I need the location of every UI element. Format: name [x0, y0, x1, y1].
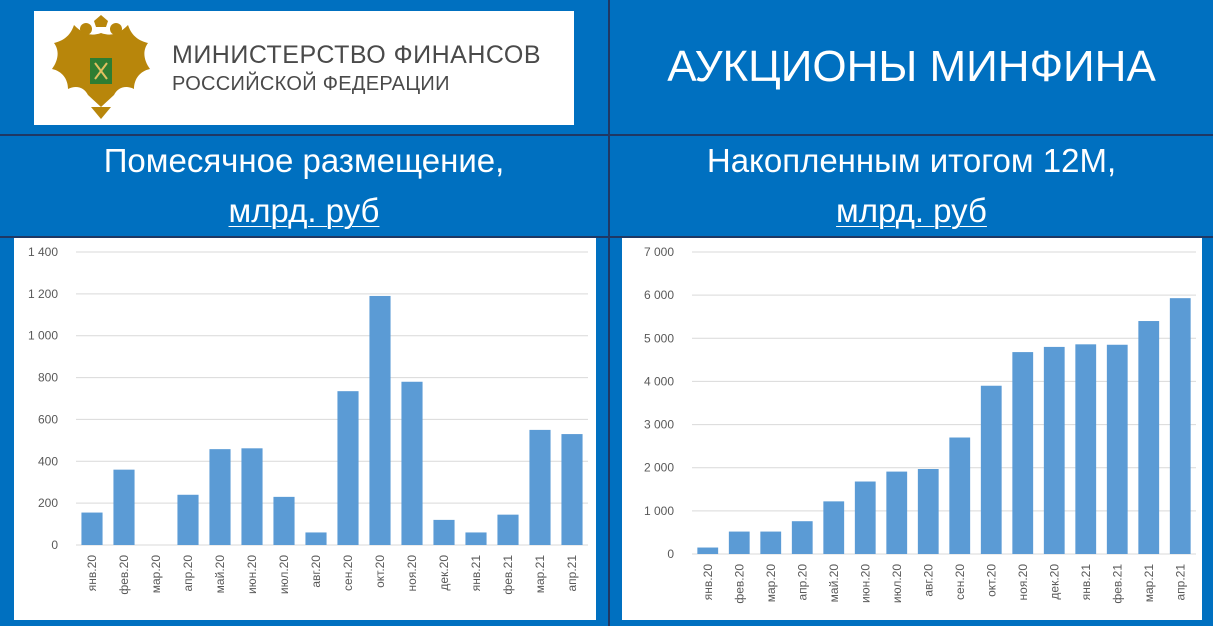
- monthly-placement-svg: 0 200 400 600 800 1 000 1 200 1 400 янв.20 фев.20…: [28, 245, 588, 595]
- monthly-placement-chart: 0 200 400 600 800 1 000 1 200 1 400 янв.20 фев.20…: [14, 238, 596, 620]
- bar: [823, 501, 845, 554]
- x-tick-label: апр.20: [795, 564, 809, 601]
- right-chart-heading: Накопленным итогом 12М, млрд. руб: [610, 136, 1213, 236]
- x-tick-label: апр.21: [1173, 564, 1187, 601]
- left-heading-text: Помесячное размещение,: [103, 142, 505, 179]
- bar: [561, 434, 583, 545]
- left-chart-heading: Помесячное размещение, млрд. руб: [0, 136, 608, 236]
- bar: [791, 521, 813, 554]
- bar: [760, 531, 782, 554]
- horizontal-divider-top: [0, 134, 1213, 136]
- page-title: АУКЦИОНЫ МИНФИНА: [667, 42, 1156, 91]
- bar: [337, 391, 359, 545]
- bar: [305, 532, 327, 545]
- logo-text-line2: РОССИЙСКОЙ ФЕДЕРАЦИИ: [172, 73, 450, 95]
- y-tick-label: 4 000: [644, 374, 674, 388]
- x-tick-label: фев.20: [732, 564, 746, 604]
- y-tick-label: 5 000: [644, 331, 674, 345]
- x-tick-label: мар.20: [149, 555, 163, 594]
- x-tick-label: янв.21: [1079, 564, 1093, 601]
- bar: [917, 469, 939, 554]
- y-tick-label: 1 200: [28, 287, 58, 301]
- x-tick-label: ноя.20: [405, 555, 419, 592]
- x-tick-label: апр.21: [565, 555, 579, 592]
- bar: [980, 385, 1002, 554]
- x-tick-label: фев.20: [117, 555, 131, 595]
- y-tick-label: 200: [38, 496, 58, 510]
- vertical-divider: [608, 0, 610, 626]
- y-tick-label: 3 000: [644, 418, 674, 432]
- bar: [1169, 298, 1191, 554]
- horizontal-divider-bottom: [0, 236, 1213, 238]
- bar: [401, 381, 423, 545]
- y-tick-label: 600: [38, 412, 58, 426]
- x-tick-label: май.20: [827, 564, 841, 603]
- cumulative-12m-chart: 0 1 000 2 000 3 000 4 000 5 000 6 000 7 000 янв.…: [622, 238, 1202, 620]
- bar: [1012, 352, 1034, 554]
- bar: [241, 448, 263, 545]
- x-tick-label: июл.20: [890, 564, 904, 603]
- x-tick-label: дек.20: [1047, 564, 1061, 600]
- x-tick-label: фев.21: [1110, 564, 1124, 604]
- ministry-logo: МИНИСТЕРСТВО ФИНАНСОВ РОССИЙСКОЙ ФЕДЕРАЦ…: [34, 11, 574, 125]
- x-tick-label: мар.20: [764, 564, 778, 603]
- x-tick-label: июн.20: [245, 555, 259, 594]
- x-tick-label: сен.20: [953, 564, 967, 600]
- bar: [728, 531, 750, 554]
- x-tick-label: июн.20: [858, 564, 872, 603]
- y-tick-label: 1 400: [28, 245, 58, 259]
- y-tick-label: 7 000: [644, 245, 674, 259]
- bar: [1106, 344, 1128, 554]
- x-tick-label: мар.21: [1142, 564, 1156, 603]
- x-tick-label: окт.20: [373, 555, 387, 588]
- x-tick-label: янв.20: [701, 564, 715, 601]
- y-tick-label: 0: [667, 547, 674, 561]
- bar: [529, 429, 551, 545]
- x-tick-label: янв.20: [85, 555, 99, 592]
- x-tick-label: июл.20: [277, 555, 291, 594]
- y-tick-label: 800: [38, 371, 58, 385]
- y-tick-label: 2 000: [644, 461, 674, 475]
- bar: [433, 519, 455, 545]
- bar: [81, 512, 103, 545]
- bar: [1075, 344, 1097, 554]
- bar: [497, 514, 519, 545]
- bar: [369, 295, 391, 545]
- logo-text-line1: МИНИСТЕРСТВО ФИНАНСОВ: [172, 41, 541, 69]
- bar: [697, 547, 719, 554]
- x-tick-label: апр.20: [181, 555, 195, 592]
- bar: [177, 494, 199, 545]
- y-tick-label: 1 000: [644, 504, 674, 518]
- bar: [465, 532, 487, 545]
- bar: [209, 449, 231, 545]
- y-tick-label: 1 000: [28, 329, 58, 343]
- x-tick-label: авг.20: [309, 555, 323, 588]
- x-tick-label: май.20: [213, 555, 227, 594]
- cumulative-12m-svg: 0 1 000 2 000 3 000 4 000 5 000 6 000 7 000 янв.…: [644, 245, 1196, 604]
- bar: [1138, 321, 1160, 554]
- y-tick-label: 6 000: [644, 288, 674, 302]
- right-heading-text: Накопленным итогом 12М,: [706, 142, 1117, 179]
- x-tick-label: сен.20: [341, 555, 355, 591]
- double-headed-eagle-emblem-icon: [52, 15, 150, 119]
- x-tick-label: авг.20: [921, 564, 935, 597]
- x-tick-label: фев.21: [501, 555, 515, 595]
- x-tick-label: дек.20: [437, 555, 451, 591]
- x-tick-label: янв.21: [469, 555, 483, 592]
- x-tick-label: мар.21: [533, 555, 547, 594]
- bar: [1043, 346, 1065, 554]
- x-tick-label: ноя.20: [1016, 564, 1030, 601]
- bar: [854, 481, 876, 554]
- bar: [886, 471, 908, 554]
- y-tick-label: 400: [38, 454, 58, 468]
- left-heading-unit: млрд. руб: [228, 192, 380, 229]
- x-tick-label: окт.20: [984, 564, 998, 597]
- bar: [273, 496, 295, 545]
- y-tick-label: 0: [51, 538, 58, 552]
- bar: [949, 437, 971, 554]
- bar: [113, 469, 135, 545]
- right-heading-unit: млрд. руб: [836, 192, 987, 229]
